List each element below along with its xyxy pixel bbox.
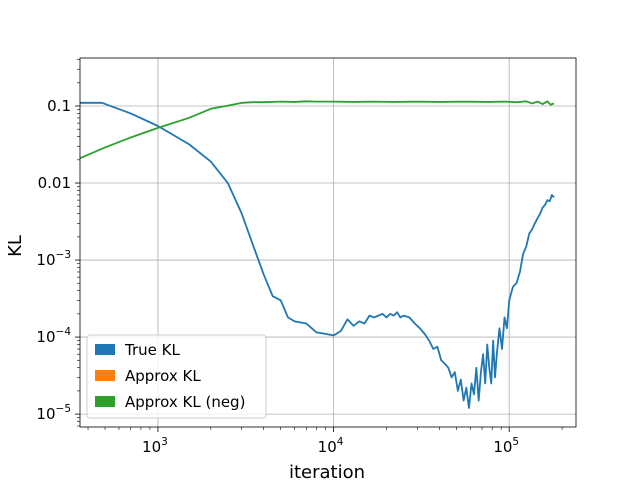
y-axis-label: KL	[5, 235, 26, 257]
x-tick-label: 104	[318, 436, 344, 456]
y-tick-label: 10−3	[36, 249, 71, 269]
legend-label-approx-kl-neg: Approx KL (neg)	[125, 393, 245, 411]
y-tick-label: 10−4	[36, 326, 71, 346]
x-axis-label: iteration	[289, 462, 365, 480]
legend-swatch-true-kl	[95, 344, 115, 355]
y-tick-label: 0.01	[38, 174, 71, 192]
series-lines	[80, 100, 555, 409]
y-tick-label: 0.1	[47, 97, 71, 115]
series-line-true-kl	[80, 101, 555, 409]
legend-frame	[86, 334, 267, 419]
x-tick-label: 103	[142, 436, 168, 456]
legend-label-true-kl: True KL	[124, 341, 180, 359]
legend: True KL Approx KL Approx KL (neg)	[86, 334, 267, 419]
x-tick-label: 105	[493, 436, 519, 456]
legend-swatch-approx-kl-neg	[95, 396, 115, 407]
legend-label-approx-kl: Approx KL	[125, 367, 201, 385]
axes-frame	[79, 57, 577, 428]
legend-swatch-approx-kl	[95, 370, 115, 381]
series-line-approx-kl-neg	[80, 100, 555, 160]
minor-ticks	[77, 59, 563, 430]
major-ticks: 103 104 105 0.1 0.01 10−3 10−4 10−5	[36, 97, 519, 456]
y-tick-label: 10−5	[36, 403, 71, 423]
